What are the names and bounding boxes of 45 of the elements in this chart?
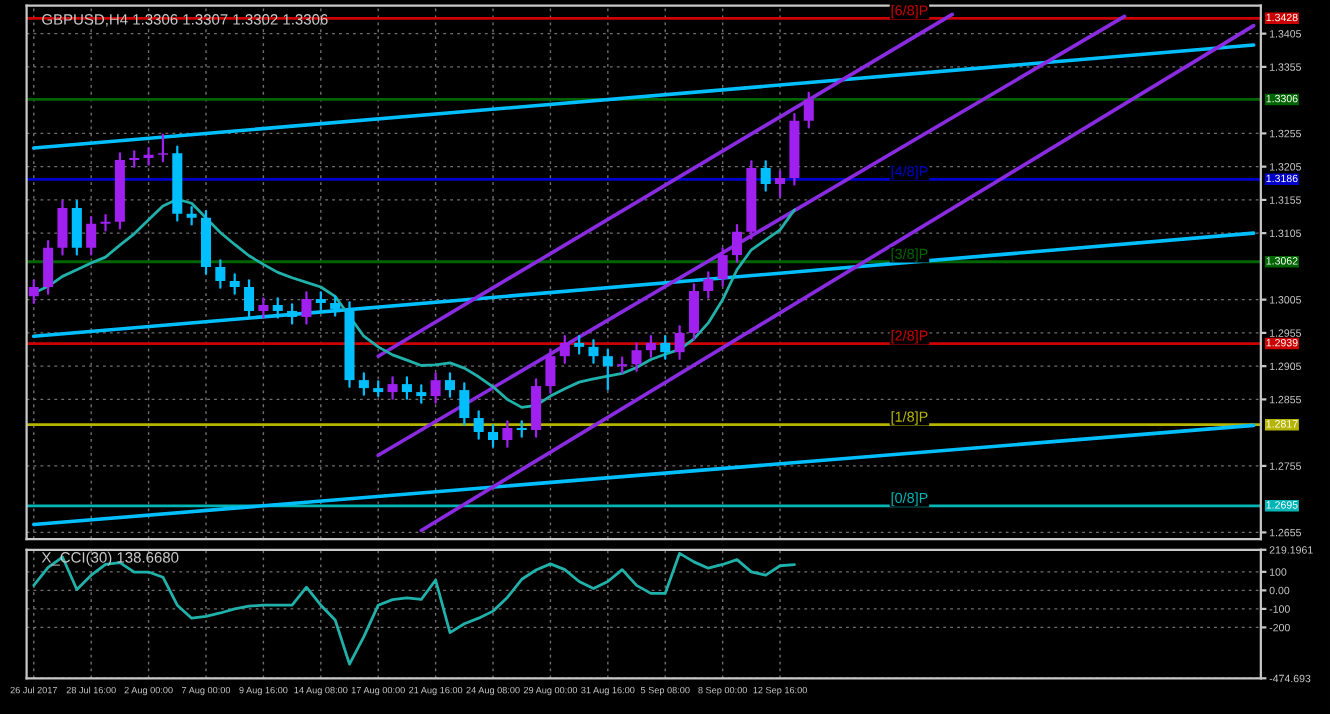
candlestick bbox=[545, 348, 556, 394]
candlestick bbox=[588, 339, 599, 364]
candlestick bbox=[803, 91, 814, 129]
candlestick bbox=[459, 382, 470, 426]
candlestick bbox=[301, 291, 312, 325]
candlestick bbox=[86, 216, 97, 256]
candlestick bbox=[71, 200, 82, 256]
candlestick bbox=[688, 283, 699, 341]
candlestick bbox=[488, 424, 499, 448]
candlestick bbox=[43, 240, 54, 295]
candlestick bbox=[731, 224, 743, 263]
candlestick bbox=[775, 170, 786, 198]
candlestick bbox=[330, 295, 341, 317]
candlestick bbox=[444, 372, 455, 398]
candlestick bbox=[660, 335, 671, 360]
candlestick bbox=[473, 410, 484, 440]
candlestick bbox=[645, 335, 656, 358]
candlestick bbox=[100, 214, 111, 232]
candlestick bbox=[57, 200, 68, 256]
line-series bbox=[32, 551, 796, 666]
candlestick bbox=[602, 348, 613, 391]
candlestick bbox=[244, 279, 255, 319]
candlestick bbox=[717, 247, 728, 287]
candlestick bbox=[531, 378, 542, 438]
candlestick bbox=[703, 271, 714, 299]
candlestick bbox=[129, 150, 140, 168]
candlestick bbox=[272, 297, 283, 319]
candlestick bbox=[760, 160, 771, 192]
candlestick bbox=[28, 279, 39, 305]
candlestick bbox=[215, 259, 226, 289]
candlestick bbox=[631, 342, 642, 372]
candlestick bbox=[229, 273, 240, 295]
candlestick bbox=[258, 297, 269, 319]
candlestick bbox=[401, 376, 412, 400]
candlestick bbox=[674, 325, 685, 360]
candlestick bbox=[430, 372, 441, 404]
candlestick bbox=[617, 356, 628, 374]
candlestick bbox=[287, 303, 298, 325]
candlestick bbox=[559, 335, 570, 364]
candlestick bbox=[358, 372, 369, 396]
candlestick bbox=[143, 146, 154, 166]
candlestick bbox=[157, 133, 168, 163]
candlestick bbox=[387, 376, 398, 400]
candlestick bbox=[516, 420, 527, 438]
candlestick bbox=[502, 420, 513, 448]
